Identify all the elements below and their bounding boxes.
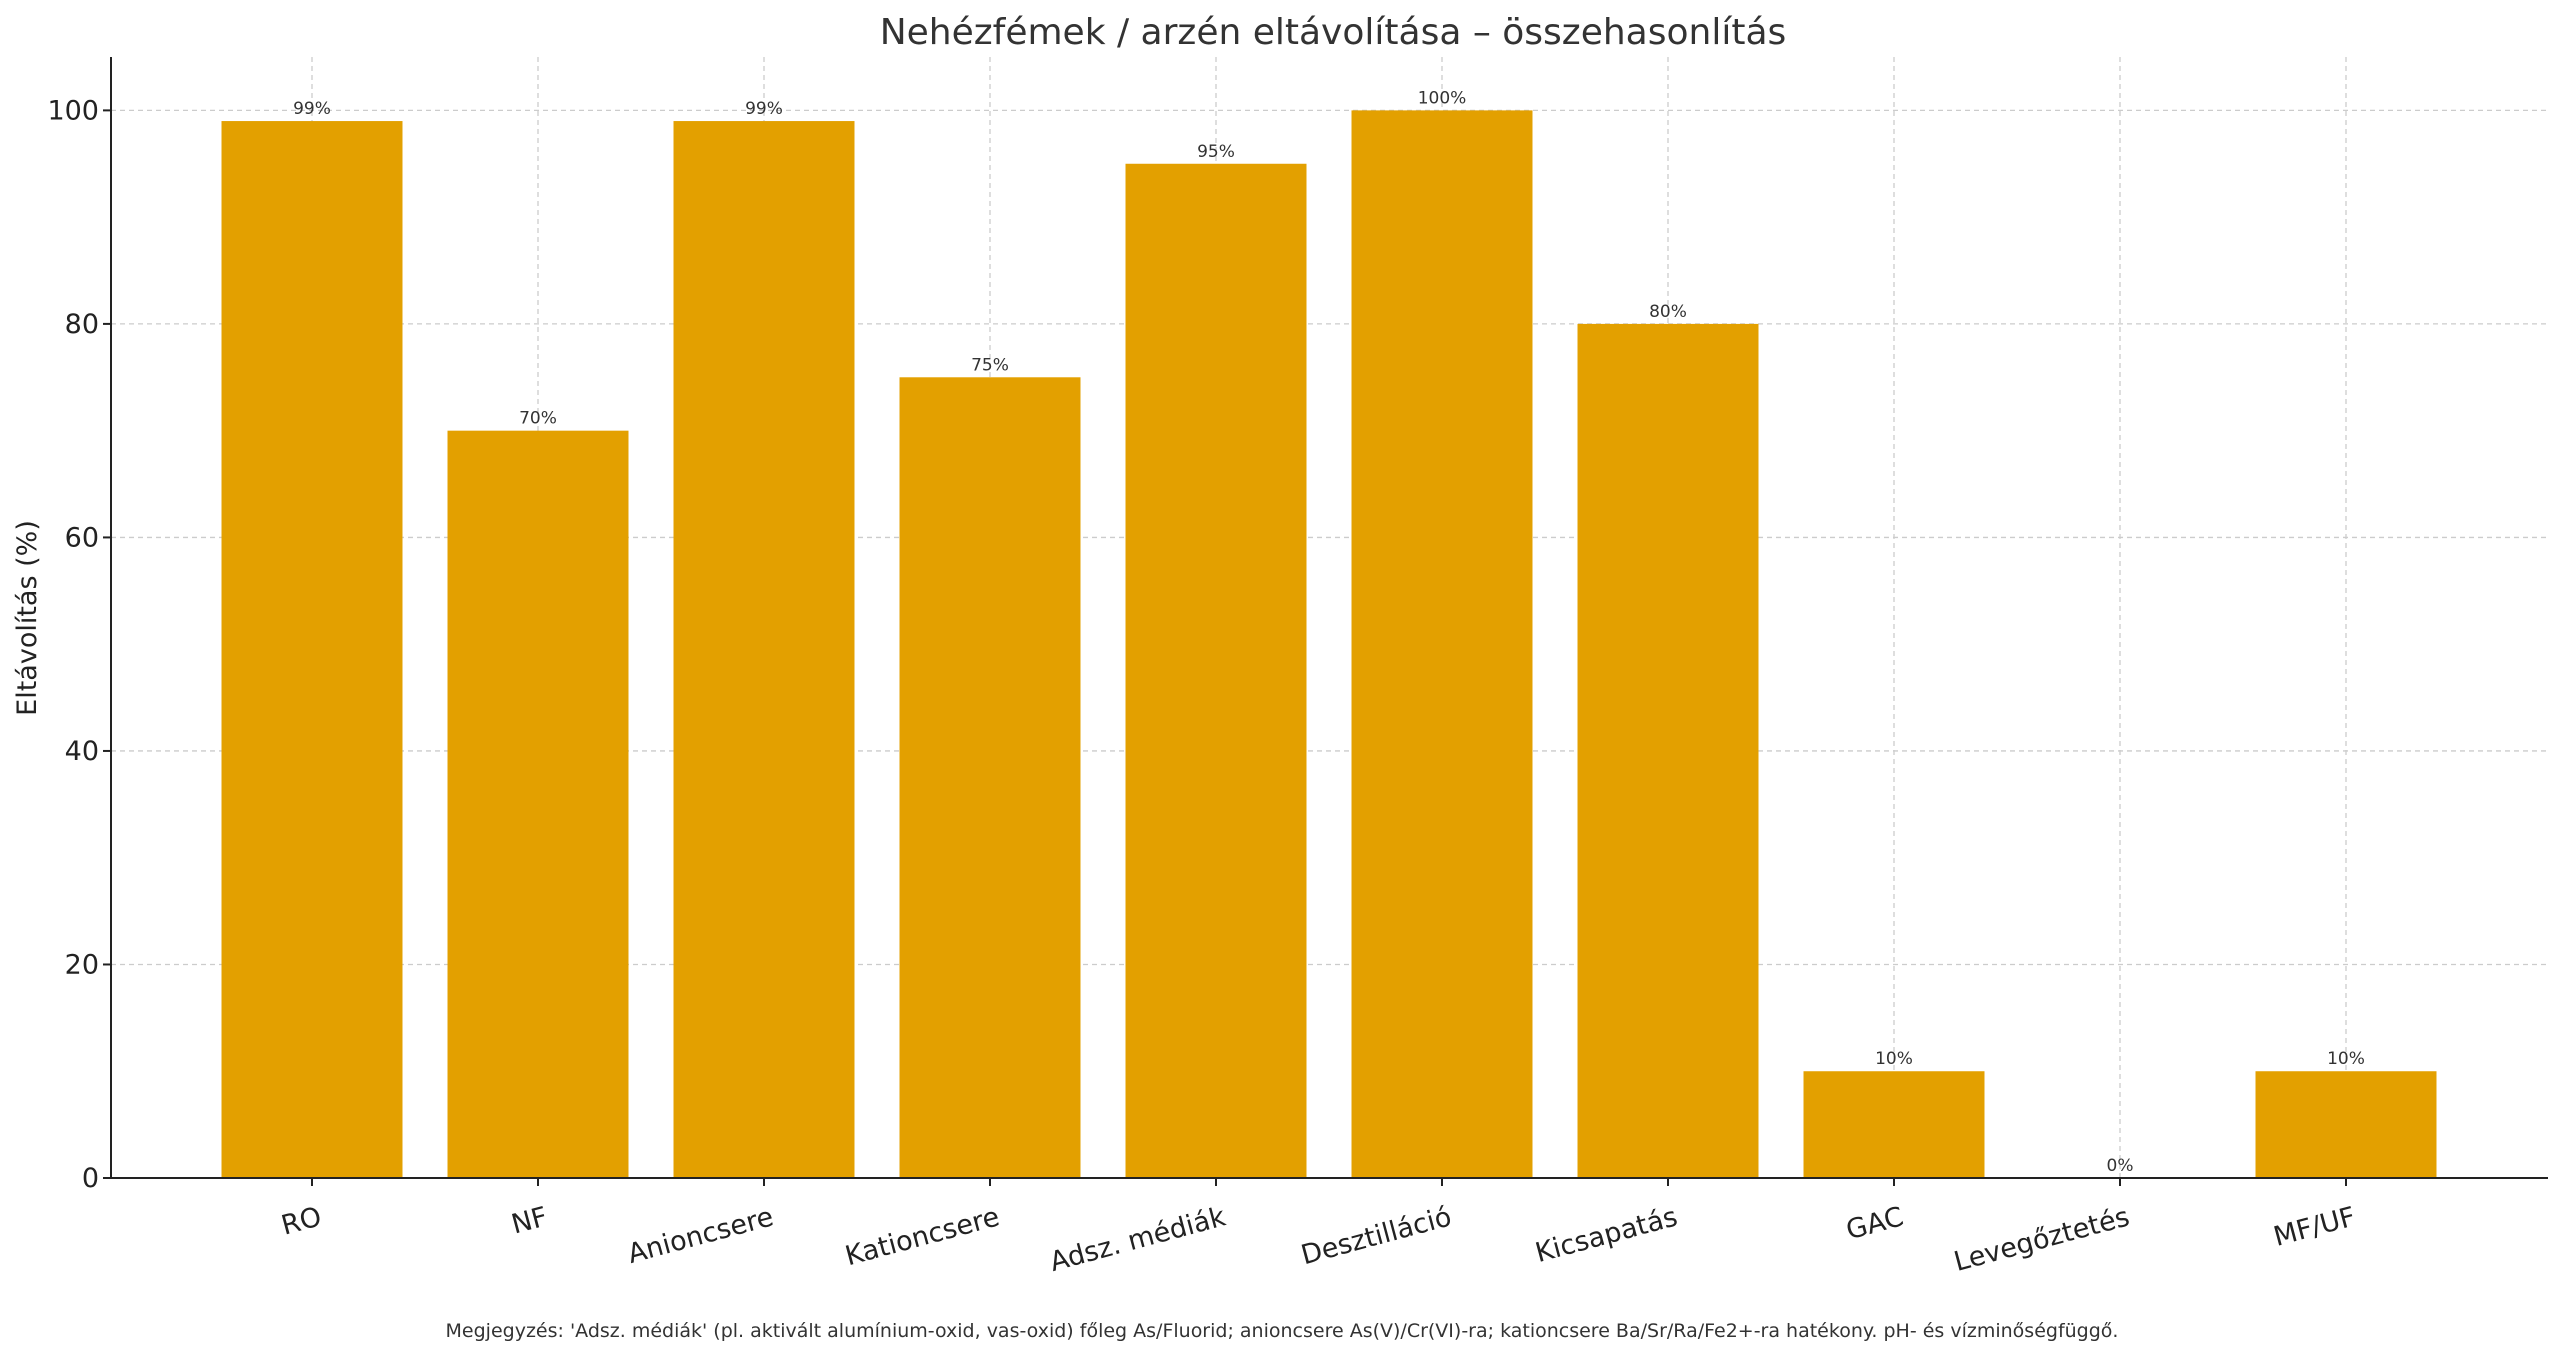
y-tick-label: 80: [65, 309, 99, 340]
bar: [673, 121, 855, 1179]
x-tick-label: RO: [278, 1201, 325, 1241]
x-tick-label: Desztilláció: [1298, 1201, 1455, 1271]
data-label: 70%: [519, 409, 557, 429]
data-label: 0%: [2107, 1156, 2134, 1176]
bar: [899, 377, 1081, 1178]
x-tick-label: Kationcsere: [842, 1201, 1003, 1272]
x-tick-label: Kicsapatás: [1532, 1201, 1681, 1269]
data-label: 75%: [971, 355, 1009, 375]
data-label: 95%: [1197, 142, 1235, 162]
data-label: 10%: [1875, 1049, 1913, 1069]
x-tick-label: GAC: [1843, 1201, 1907, 1246]
x-tick-label: Levegőztetés: [1951, 1201, 2133, 1278]
y-ticks: 0 20 40 60 80 100: [47, 95, 111, 1194]
data-label: 80%: [1649, 302, 1687, 322]
y-axis-label: Eltávolítás (%): [12, 520, 43, 716]
data-labels: 99% 70% 99% 75% 95% 100% 80% 10% 0% 10%: [293, 88, 2365, 1176]
bar: [1577, 323, 1759, 1178]
x-tick-label: MF/UF: [2270, 1201, 2358, 1252]
y-tick-label: 100: [47, 95, 99, 126]
bar: [1125, 163, 1307, 1178]
y-tick-label: 40: [65, 736, 99, 767]
chart-title: Nehézfémek / arzén eltávolítása – összeh…: [880, 12, 1787, 53]
axes: [110, 57, 2548, 1179]
x-tick-label: Adsz. médiák: [1047, 1201, 1230, 1278]
y-tick-label: 0: [82, 1163, 99, 1194]
footnote: Megjegyzés: 'Adsz. médiák' (pl. aktivált…: [446, 1320, 2119, 1342]
bar: [221, 121, 403, 1179]
data-label: 10%: [2327, 1049, 2365, 1069]
y-tick-label: 60: [65, 522, 99, 553]
data-label: 100%: [1418, 88, 1467, 108]
bars: [221, 110, 2437, 1179]
bar: [2255, 1071, 2437, 1178]
x-tick-label: Anioncsere: [624, 1201, 776, 1270]
x-ticks: RO NF Anioncsere Kationcsere Adsz. médiák Des…: [278, 1178, 2359, 1278]
bar: [1351, 110, 1533, 1178]
data-label: 99%: [745, 99, 783, 119]
x-tick-label: NF: [508, 1201, 551, 1240]
bar: [447, 430, 629, 1179]
y-tick-label: 20: [65, 949, 99, 980]
data-label: 99%: [293, 99, 331, 119]
bar: [1803, 1071, 1985, 1178]
